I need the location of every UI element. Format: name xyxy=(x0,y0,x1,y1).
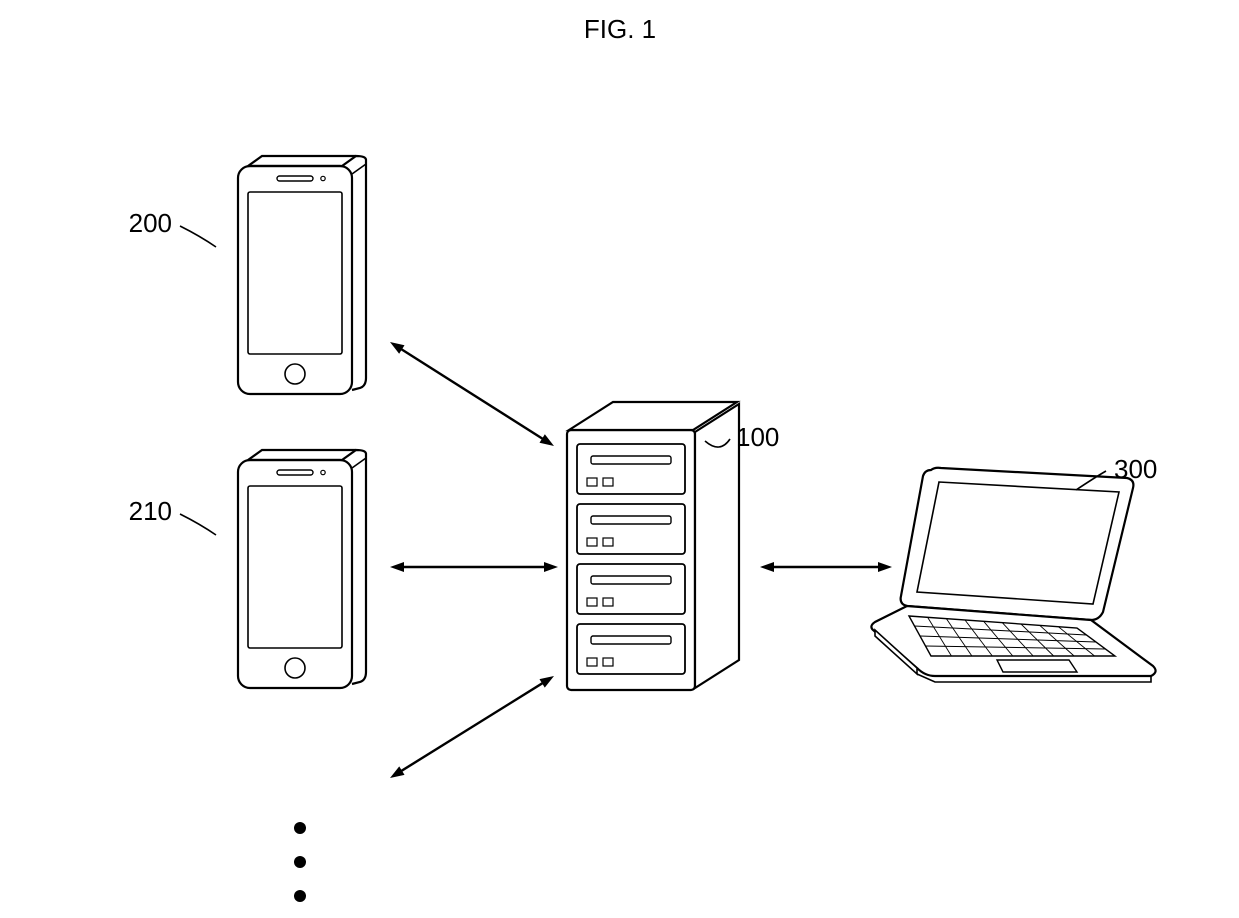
label-100: 100 xyxy=(736,422,779,452)
leader-line xyxy=(180,226,216,247)
device-phone-1 xyxy=(238,156,366,394)
ellipsis-dot xyxy=(294,822,306,834)
label-300: 300 xyxy=(1114,454,1157,484)
label-200: 200 xyxy=(129,208,172,238)
figure-title: FIG. 1 xyxy=(584,14,656,44)
device-laptop xyxy=(871,468,1155,682)
leader-line xyxy=(180,514,216,535)
device-server xyxy=(567,402,739,690)
arrow-double xyxy=(390,562,558,572)
ellipsis-dot xyxy=(294,856,306,868)
ellipsis-dot xyxy=(294,890,306,902)
arrow-double xyxy=(390,342,554,446)
arrow-double xyxy=(760,562,892,572)
label-210: 210 xyxy=(129,496,172,526)
device-phone-2 xyxy=(238,450,366,688)
arrow-double xyxy=(390,676,554,778)
